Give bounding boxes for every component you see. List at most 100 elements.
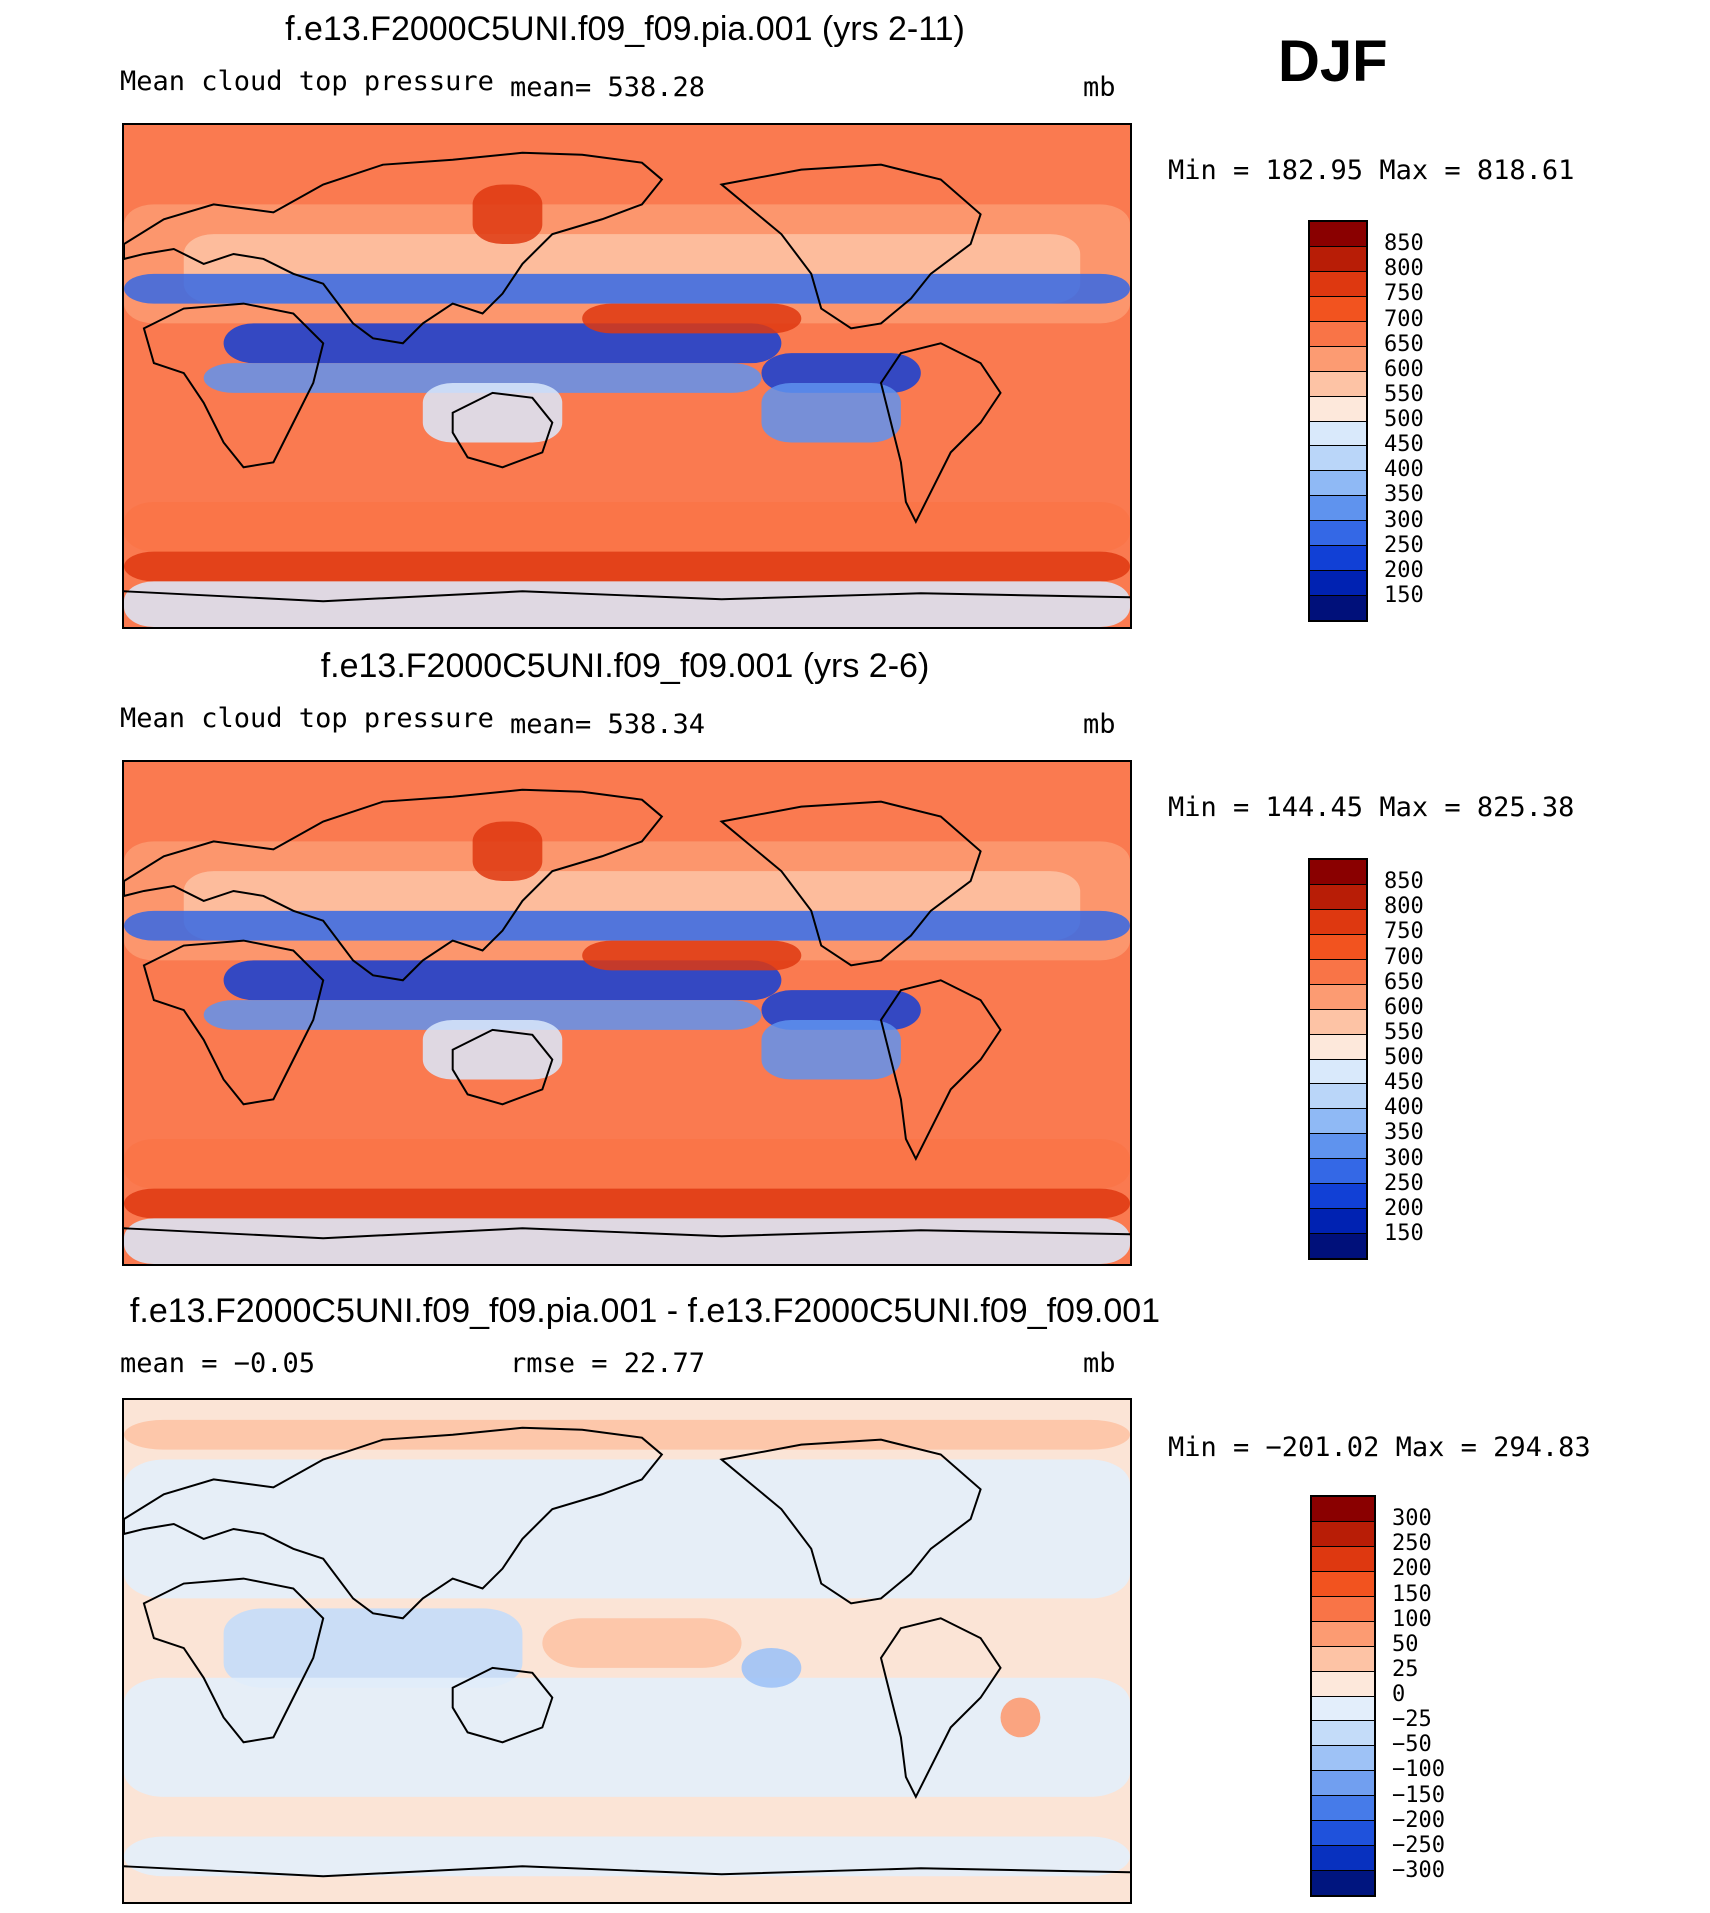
colorbar-label: 300	[1384, 1145, 1424, 1171]
colorbar-label: 850	[1384, 231, 1424, 257]
colorbar-label: 650	[1384, 969, 1424, 995]
panel-2-title: f.e13.F2000C5UNI.f09_f09.001 (yrs 2-6)	[320, 647, 930, 685]
colorbar-swatch	[1310, 1159, 1366, 1185]
panel-1-units: mb	[1083, 72, 1116, 103]
colorbar-label: 200	[1384, 1195, 1424, 1221]
colorbar-swatch	[1310, 1059, 1366, 1085]
panel-2-colorbar	[1308, 858, 1368, 1260]
panel-3-rmse: rmse = 22.77	[510, 1348, 706, 1379]
colorbar-swatch	[1310, 1034, 1366, 1060]
colorbar-swatch	[1310, 222, 1366, 247]
colorbar-swatch	[1312, 1546, 1374, 1572]
colorbar-swatch	[1310, 1184, 1366, 1210]
colorbar-swatch	[1310, 860, 1366, 885]
colorbar-label: 550	[1384, 1019, 1424, 1045]
colorbar-swatch	[1310, 1009, 1366, 1035]
colorbar-swatch	[1310, 346, 1366, 372]
colorbar-label: −25	[1392, 1707, 1432, 1733]
colorbar-swatch	[1312, 1596, 1374, 1622]
colorbar-label: 25	[1392, 1656, 1419, 1682]
panel-1-minmax: Min = 182.95 Max = 818.61	[1168, 155, 1575, 186]
colorbar-swatch	[1310, 571, 1366, 597]
colorbar-swatch	[1312, 1696, 1374, 1722]
colorbar-label: 250	[1392, 1531, 1432, 1557]
colorbar-swatch	[1310, 546, 1366, 572]
colorbar-swatch	[1310, 1134, 1366, 1160]
colorbar-label: 200	[1392, 1556, 1432, 1582]
colorbar-swatch	[1312, 1571, 1374, 1597]
colorbar-swatch	[1312, 1796, 1374, 1822]
colorbar-swatch	[1310, 246, 1366, 272]
colorbar-swatch	[1312, 1721, 1374, 1747]
colorbar-label: 600	[1384, 994, 1424, 1020]
colorbar-label: −100	[1392, 1757, 1445, 1783]
panel-3-minmax: Min = −201.02 Max = 294.83	[1168, 1432, 1591, 1463]
colorbar-label: 300	[1392, 1506, 1432, 1532]
panel-1-colorbar	[1308, 220, 1368, 622]
colorbar-label: 100	[1392, 1606, 1432, 1632]
panel-2-minmax: Min = 144.45 Max = 825.38	[1168, 792, 1575, 823]
colorbar-swatch	[1310, 296, 1366, 322]
panel-2-colorbar-labels: 850 800 750 700 650 600 550 500 450 400 350 300 250 2…	[1384, 858, 1484, 1260]
colorbar-swatch	[1312, 1821, 1374, 1847]
colorbar-label: 400	[1384, 457, 1424, 483]
colorbar-swatch	[1312, 1621, 1374, 1647]
colorbar-swatch	[1310, 496, 1366, 522]
colorbar-swatch	[1310, 421, 1366, 447]
panel-1-mean: mean= 538.28	[510, 72, 706, 103]
colorbar-swatch	[1310, 371, 1366, 397]
map-field	[124, 1400, 1130, 1902]
colorbar-swatch	[1312, 1846, 1374, 1872]
panel-3-mean: mean = −0.05	[120, 1348, 316, 1379]
colorbar-label: 600	[1384, 356, 1424, 382]
panel-3-title: f.e13.F2000C5UNI.f09_f09.pia.001 - f.e13…	[129, 1292, 1161, 1330]
colorbar-swatch	[1310, 471, 1366, 497]
colorbar-swatch	[1310, 1234, 1366, 1258]
colorbar-label: −250	[1392, 1832, 1445, 1858]
colorbar-label: 850	[1384, 869, 1424, 895]
colorbar-label: 400	[1384, 1095, 1424, 1121]
panel-3-colorbar	[1310, 1495, 1376, 1897]
colorbar-swatch	[1310, 1109, 1366, 1135]
panel-1-variable: Mean cloud top pressure	[120, 66, 494, 97]
panel-3-units: mb	[1083, 1348, 1116, 1379]
colorbar-swatch	[1310, 1209, 1366, 1235]
panel-2-variable: Mean cloud top pressure	[120, 703, 494, 734]
panel-3-map	[122, 1398, 1132, 1904]
colorbar-label: 350	[1384, 482, 1424, 508]
panel-3-colorbar-labels: 300 250 200 150 100 50 25 0 −25 −50 −100 −150 −200 −2…	[1392, 1495, 1502, 1897]
colorbar-label: 500	[1384, 407, 1424, 432]
colorbar-label: 150	[1392, 1581, 1432, 1607]
colorbar-label: 450	[1384, 432, 1424, 458]
colorbar-swatch	[1310, 446, 1366, 472]
colorbar-label: −50	[1392, 1732, 1432, 1758]
map-field	[124, 125, 1130, 627]
colorbar-label: 200	[1384, 557, 1424, 583]
colorbar-label: 800	[1384, 894, 1424, 920]
colorbar-swatch	[1310, 271, 1366, 297]
colorbar-label: 750	[1384, 281, 1424, 307]
colorbar-label: 50	[1392, 1631, 1419, 1657]
season-label: DJF	[1278, 29, 1388, 94]
colorbar-label: −300	[1392, 1857, 1445, 1883]
colorbar-swatch	[1310, 909, 1366, 935]
colorbar-label: 500	[1384, 1045, 1424, 1070]
colorbar-swatch	[1312, 1646, 1374, 1672]
colorbar-label: −150	[1392, 1782, 1445, 1808]
colorbar-label: 250	[1384, 532, 1424, 558]
colorbar-swatch	[1312, 1671, 1374, 1697]
colorbar-swatch	[1310, 396, 1366, 422]
colorbar-label: 0	[1392, 1682, 1406, 1707]
colorbar-swatch	[1310, 596, 1366, 620]
map-field	[124, 762, 1130, 1264]
panel-2-units: mb	[1083, 709, 1116, 740]
colorbar-swatch	[1312, 1497, 1374, 1522]
colorbar-label: 650	[1384, 331, 1424, 357]
colorbar-label: 700	[1384, 944, 1424, 970]
colorbar-swatch	[1312, 1521, 1374, 1547]
panel-2-map	[122, 760, 1132, 1266]
colorbar-swatch	[1310, 1084, 1366, 1110]
panel-1-title: f.e13.F2000C5UNI.f09_f09.pia.001 (yrs 2-…	[285, 10, 965, 48]
colorbar-swatch	[1312, 1871, 1374, 1895]
panel-1-colorbar-labels: 850 800 750 700 650 600 550 500 450 400 350 300 250 2…	[1384, 220, 1484, 622]
